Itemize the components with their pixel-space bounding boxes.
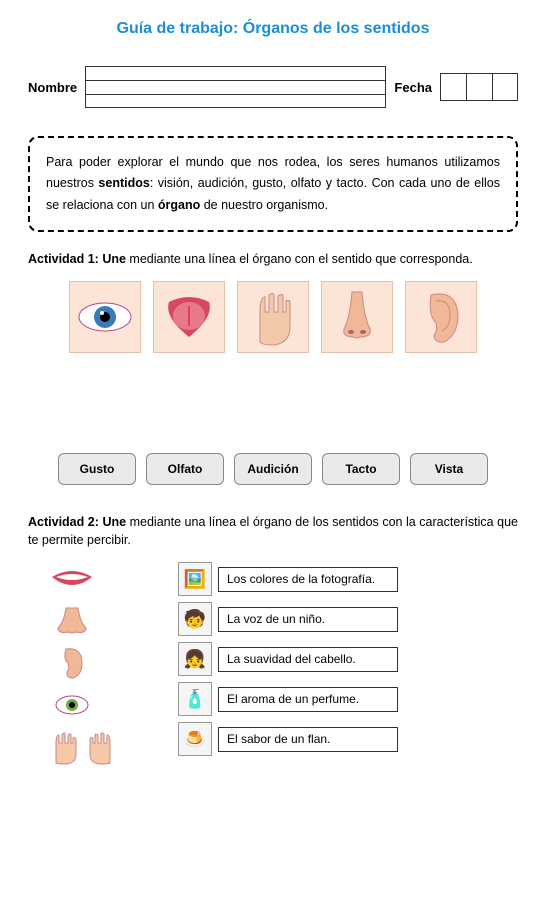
nose-small-icon bbox=[48, 604, 96, 638]
sense-gusto[interactable]: Gusto bbox=[58, 453, 136, 485]
perfume-icon: 🧴 bbox=[178, 682, 212, 716]
list-item: 🧒 La voz de un niño. bbox=[178, 602, 518, 636]
feature-text: Los colores de la fotografía. bbox=[218, 567, 398, 592]
list-item: 🍮 El sabor de un flan. bbox=[178, 722, 518, 756]
ear-small-icon bbox=[48, 646, 96, 680]
eye-icon bbox=[69, 281, 141, 353]
sense-olfato[interactable]: Olfato bbox=[146, 453, 224, 485]
mouth-icon bbox=[48, 562, 96, 596]
hand-icon bbox=[237, 281, 309, 353]
feature-text: El sabor de un flan. bbox=[218, 727, 398, 752]
ear-icon bbox=[405, 281, 477, 353]
fecha-field[interactable] bbox=[440, 73, 518, 101]
feature-text: El aroma de un perfume. bbox=[218, 687, 398, 712]
left-organ-column bbox=[28, 562, 148, 764]
hands-icon bbox=[48, 730, 118, 764]
tongue-icon bbox=[153, 281, 225, 353]
feature-text: La voz de un niño. bbox=[218, 607, 398, 632]
page-title: Guía de trabajo: Órganos de los sentidos bbox=[28, 20, 518, 38]
header-row: Nombre Fecha bbox=[28, 66, 518, 108]
list-item: 🧴 El aroma de un perfume. bbox=[178, 682, 518, 716]
sense-audicion[interactable]: Audición bbox=[234, 453, 312, 485]
feature-text: La suavidad del cabello. bbox=[218, 647, 398, 672]
activity1-heading: Actividad 1: Une mediante una línea el ó… bbox=[28, 250, 518, 269]
sense-tacto[interactable]: Tacto bbox=[322, 453, 400, 485]
eye-small-icon bbox=[48, 688, 96, 722]
nombre-field[interactable] bbox=[85, 66, 386, 108]
activity2-heading: Actividad 2: Une mediante una línea el ó… bbox=[28, 513, 518, 551]
list-item: 👧 La suavidad del cabello. bbox=[178, 642, 518, 676]
nombre-label: Nombre bbox=[28, 80, 77, 95]
photo-icon: 🖼️ bbox=[178, 562, 212, 596]
nose-icon bbox=[321, 281, 393, 353]
feature-column: 🖼️ Los colores de la fotografía. 🧒 La vo… bbox=[178, 562, 518, 764]
flan-icon: 🍮 bbox=[178, 722, 212, 756]
activity2-body: 🖼️ Los colores de la fotografía. 🧒 La vo… bbox=[28, 562, 518, 764]
fecha-label: Fecha bbox=[394, 80, 432, 95]
sense-row: Gusto Olfato Audición Tacto Vista bbox=[28, 453, 518, 485]
hair-icon: 👧 bbox=[178, 642, 212, 676]
intro-box: Para poder explorar el mundo que nos rod… bbox=[28, 136, 518, 232]
organ-row bbox=[28, 281, 518, 353]
child-icon: 🧒 bbox=[178, 602, 212, 636]
sense-vista[interactable]: Vista bbox=[410, 453, 488, 485]
list-item: 🖼️ Los colores de la fotografía. bbox=[178, 562, 518, 596]
